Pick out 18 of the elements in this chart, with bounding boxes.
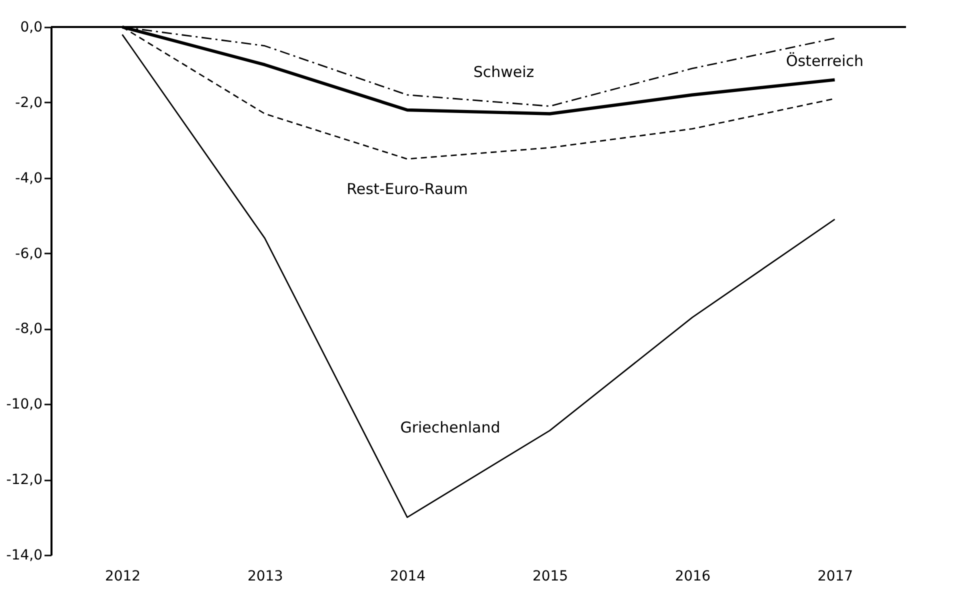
x-tick-label: 2014 [390, 568, 426, 584]
x-tick-label: 2017 [817, 568, 854, 584]
series-label: Rest-Euro-Raum [346, 180, 468, 198]
y-tick-label: -14,0 [6, 548, 42, 564]
y-tick-label: -12,0 [6, 472, 42, 488]
y-tick-label: -4,0 [15, 170, 42, 186]
series-label: Griechenland [400, 418, 500, 436]
series-label: Schweiz [473, 63, 534, 82]
y-tick-label: 0,0 [20, 20, 42, 36]
x-tick-label: 2015 [532, 568, 568, 584]
x-tick-label: 2012 [104, 568, 141, 584]
y-tick-label: -10,0 [6, 396, 42, 413]
x-tick-label: 2016 [674, 568, 711, 584]
y-tick-label: -2,0 [15, 94, 42, 111]
y-tick-label: -8,0 [15, 321, 42, 338]
y-tick-label: -6,0 [15, 246, 42, 262]
x-tick-label: 2013 [247, 568, 284, 584]
series-label: Österreich [786, 52, 864, 70]
